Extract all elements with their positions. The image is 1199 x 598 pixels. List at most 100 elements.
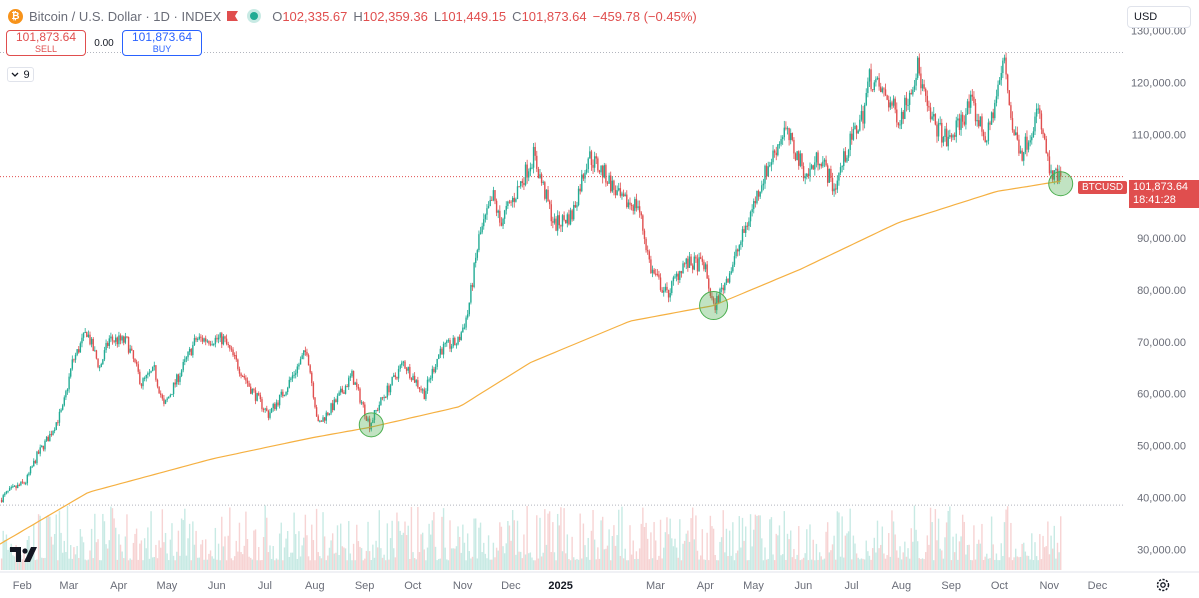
- candle-body: [928, 105, 930, 108]
- volume-bar: [891, 510, 893, 570]
- time-tick-label: Aug: [305, 580, 325, 592]
- candle-body: [632, 205, 634, 211]
- candle-body: [266, 408, 268, 411]
- volume-bar: [349, 553, 352, 570]
- volume-bar: [730, 555, 732, 570]
- sell-button[interactable]: 101,873.64 SELL: [6, 30, 86, 56]
- tradingview-logo-icon[interactable]: [10, 545, 42, 563]
- volume-bar: [502, 546, 504, 570]
- symbol-title[interactable]: Bitcoin / U.S. Dollar · 1D · INDEX: [29, 8, 222, 24]
- candle-body: [230, 348, 233, 350]
- candle-body: [81, 337, 83, 344]
- candle-body: [336, 395, 339, 403]
- volume-bar: [799, 560, 802, 570]
- chevron-down-icon: [11, 72, 19, 77]
- volume-bar: [947, 510, 949, 570]
- candle-body: [953, 135, 956, 137]
- volume-bar: [421, 532, 424, 570]
- candle-body: [552, 221, 554, 223]
- volume-bar: [748, 560, 750, 570]
- volume-bar: [233, 556, 236, 570]
- volume-bar: [484, 553, 487, 570]
- volume-bar: [794, 559, 797, 570]
- candle-body: [84, 332, 86, 334]
- candle-body: [542, 182, 544, 184]
- volume-bar: [423, 549, 425, 570]
- candle-body: [454, 337, 456, 346]
- currency-select[interactable]: USD: [1127, 6, 1191, 28]
- candle-body: [434, 366, 437, 373]
- candle-body: [333, 399, 335, 411]
- volume-bar: [119, 544, 122, 570]
- candle-body: [883, 88, 885, 90]
- candle-body: [809, 168, 811, 177]
- volume-bar: [1008, 557, 1010, 570]
- time-tick-label: Oct: [404, 580, 421, 592]
- candle-body: [132, 350, 135, 359]
- volume-bar: [780, 555, 782, 570]
- volume-bar: [290, 552, 292, 570]
- time-tick-label: May: [743, 580, 764, 592]
- volume-bar: [982, 559, 985, 570]
- price-tick-label: 30,000.00: [1137, 544, 1186, 556]
- settings-gear-icon[interactable]: [1155, 577, 1171, 593]
- candle-body: [611, 180, 614, 192]
- volume-bar: [476, 558, 479, 570]
- source-label: INDEX: [181, 8, 222, 24]
- candle-body: [925, 88, 927, 96]
- candle-body: [714, 302, 716, 311]
- volume-bar: [529, 552, 532, 570]
- candle-body: [658, 274, 660, 278]
- volume-bar: [978, 539, 980, 570]
- time-tick-label: Sep: [355, 580, 375, 592]
- buy-button[interactable]: 101,873.64 BUY: [122, 30, 202, 56]
- volume-bar: [720, 537, 723, 570]
- candle-body: [205, 338, 207, 342]
- volume-bar: [221, 516, 223, 570]
- candle-body: [1037, 108, 1039, 110]
- candle-body: [188, 348, 191, 352]
- candle-body: [15, 485, 17, 489]
- volume-bar: [908, 558, 911, 570]
- volume-bar: [55, 514, 57, 570]
- candle-body: [748, 221, 750, 227]
- indicators-toggle-button[interactable]: 9: [7, 67, 34, 82]
- candle-body: [442, 343, 445, 355]
- volume-bar: [44, 557, 46, 570]
- volume-bar: [343, 547, 345, 570]
- volume-bar: [135, 528, 138, 570]
- candle-body: [433, 368, 435, 373]
- candle-body: [115, 337, 117, 342]
- spread-value: 0.00: [94, 37, 114, 49]
- candle-body: [994, 102, 996, 119]
- candle-body: [944, 128, 946, 137]
- volume-bar: [192, 521, 194, 570]
- candle-body: [749, 211, 752, 222]
- volume-bar: [719, 541, 721, 570]
- volume-bar: [20, 555, 22, 570]
- candle-body: [25, 483, 27, 485]
- candle-body: [307, 355, 310, 366]
- volume-bar: [801, 559, 803, 570]
- candle-body: [979, 116, 982, 127]
- candle-body: [368, 418, 371, 430]
- volume-bar: [796, 554, 798, 570]
- volume-bar: [905, 556, 908, 570]
- candle-body: [52, 430, 54, 435]
- volume-bar: [68, 558, 70, 570]
- volume-bar: [833, 535, 835, 570]
- volume-bar: [240, 552, 242, 570]
- volume-bar: [846, 533, 848, 570]
- volume-bar: [939, 548, 941, 570]
- volume-bar: [1000, 543, 1002, 570]
- volume-bar: [1039, 534, 1041, 570]
- flag-icon[interactable]: [227, 11, 239, 21]
- candle-body: [340, 388, 342, 393]
- candle-body: [929, 107, 932, 120]
- candle-body: [1043, 133, 1046, 139]
- candle-body: [298, 364, 300, 367]
- volume-bar: [436, 560, 438, 570]
- volume-bar: [90, 528, 93, 570]
- candle-body: [569, 210, 572, 225]
